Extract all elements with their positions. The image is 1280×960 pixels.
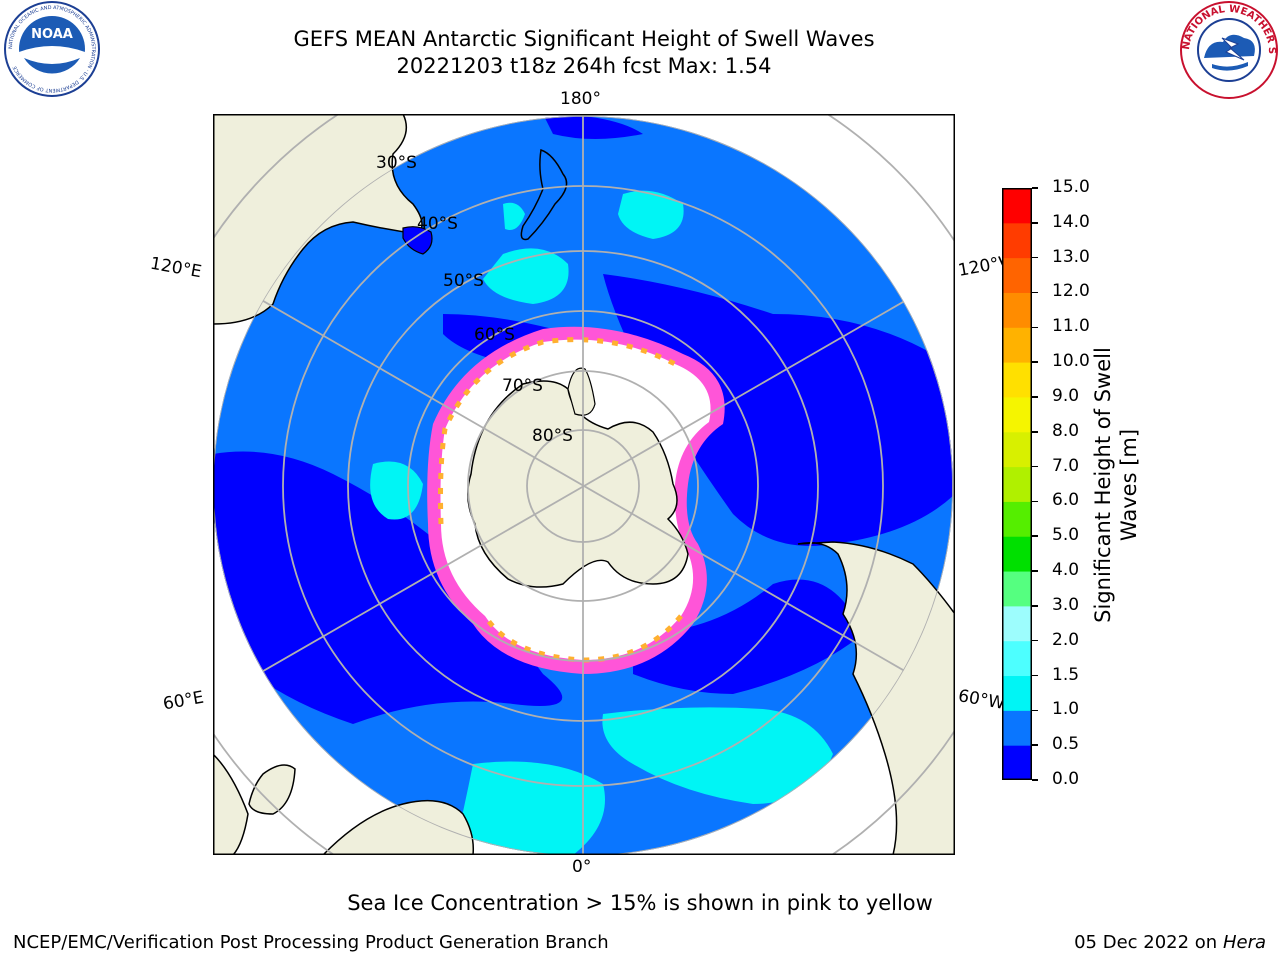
colorbar-tick-mark [1032,465,1038,468]
colorbar-segment [1002,222,1032,259]
colorbar-tick-label: 4.0 [1052,560,1080,581]
colorbar-tick-mark [1032,709,1038,712]
colorbar-tick-mark [1032,605,1038,607]
colorbar-tick-label: 6.0 [1052,490,1080,511]
colorbar-segment [1002,292,1032,328]
colorbar-segment [1002,431,1032,468]
lat-label-50s: 50°S [443,271,484,291]
lon-label-180: 180° [560,89,601,109]
colorbar-segment [1002,571,1032,607]
colorbar-segment [1002,605,1032,642]
colorbar-tick-mark [1032,639,1038,642]
colorbar-tick-label: 1.0 [1052,699,1080,720]
sea-ice-caption: Sea Ice Concentration > 15% is shown in … [347,891,933,915]
lat-label-30s: 30°S [376,153,417,173]
ocean-field [213,116,953,855]
colorbar-segment [1002,327,1032,363]
lon-label-120e: 120°E [148,253,204,283]
colorbar [1002,188,1032,780]
colorbar-segment [1002,466,1032,502]
colorbar-tick-label: 7.0 [1052,455,1080,476]
colorbar-tick-label: 0.5 [1052,734,1080,755]
colorbar-tick-label: 10.0 [1052,351,1090,372]
colorbar-segment [1002,362,1032,398]
colorbar-tick-mark [1032,674,1038,677]
colorbar-tick-label: 11.0 [1052,316,1090,337]
lat-label-80s: 80°S [532,426,573,446]
colorbar-tick-mark [1032,744,1038,746]
footer-date-text: 05 Dec 2022 on [1074,932,1218,953]
map-subtitle: 20221203 t18z 264h fcst Max: 1.54 [396,54,772,78]
graticule [213,116,953,855]
colorbar-tick-label: 3.0 [1052,594,1080,615]
lat-label-60s: 60°S [474,325,515,345]
map-title: GEFS MEAN Antarctic Significant Height o… [293,27,875,51]
colorbar-tick-mark [1032,222,1038,224]
colorbar-label: Significant Height of Swell Waves [m] [1091,347,1141,623]
footer-date: 05 Dec 2022 on Hera [1074,932,1266,953]
colorbar-tick-label: 9.0 [1052,385,1080,406]
noaa-logo: NOAA NATIONAL OCEANIC AND ATMOSPHERIC AD… [4,1,100,97]
colorbar-tick-mark [1032,535,1038,537]
colorbar-tick-mark [1032,396,1038,398]
colorbar-segment [1002,675,1032,711]
colorbar-tick-label: 13.0 [1052,246,1090,267]
colorbar-tick-mark [1032,326,1038,329]
colorbar-segment [1002,536,1032,572]
colorbar-segment [1002,745,1032,780]
noaa-logo-text: NOAA [31,27,73,42]
colorbar-tick-label: 0.0 [1052,769,1080,789]
lon-label-0: 0° [572,857,592,877]
colorbar-segment [1002,396,1032,433]
colorbar-segment [1002,501,1032,537]
colorbar-tick-label: 15.0 [1052,177,1090,197]
colorbar-tick-label: 1.5 [1052,664,1080,685]
colorbar-tick-label: 5.0 [1052,525,1080,546]
colorbar-tick-label: 8.0 [1052,420,1080,441]
colorbar-tick-mark [1032,779,1038,781]
colorbar-tick-label: 14.0 [1052,211,1090,232]
colorbar-tick-mark [1032,291,1038,294]
lon-label-60e: 60°E [161,687,206,715]
map-frame [213,114,955,855]
colorbar-tick-mark [1032,187,1038,189]
footer-machine: Hera [1222,932,1266,953]
colorbar-segment [1002,188,1032,224]
nws-logo: NATIONAL WEATHER SERVICE [1178,0,1278,99]
footer-credit: NCEP/EMC/Verification Post Processing Pr… [13,932,609,953]
polar-map: 30°S 40°S 50°S 60°S 70°S 80°S [213,114,955,855]
lat-label-40s: 40°S [417,214,458,234]
colorbar-segment [1002,257,1032,293]
colorbar-tick-mark [1032,500,1038,503]
colorbar-segment [1002,640,1032,677]
colorbar-tick-label: 2.0 [1052,629,1080,650]
colorbar-tick-mark [1032,431,1038,433]
lat-label-70s: 70°S [502,376,543,396]
colorbar-segment [1002,710,1032,746]
colorbar-tick-mark [1032,256,1038,259]
lon-label-60w: 60°W [956,686,1007,714]
colorbar-tick-label: 12.0 [1052,281,1090,302]
colorbar-tick-mark [1032,570,1038,572]
colorbar-tick-mark [1032,361,1038,363]
